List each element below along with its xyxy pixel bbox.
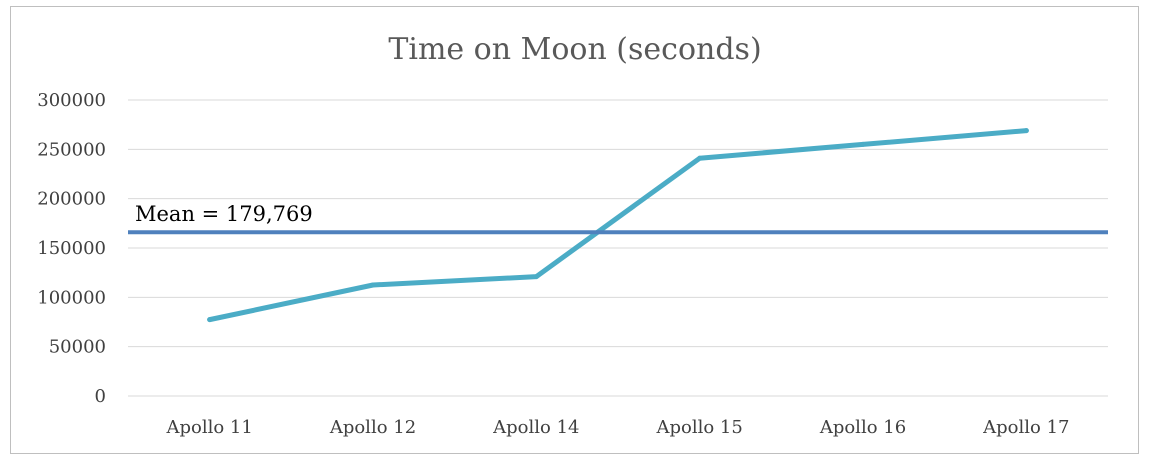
chart-title: Time on Moon (seconds) (388, 32, 761, 67)
mean-label: Mean = 179,769 (135, 202, 313, 226)
data-point (533, 274, 539, 280)
x-axis-tick-labels: Apollo 11 Apollo 12 Apollo 14 Apollo 15 Apol… (165, 417, 1069, 438)
x-tick-label: Apollo 11 (165, 417, 252, 438)
y-tick-label: 250000 (37, 139, 106, 160)
chart-frame: Time on Moon (seconds) 0 50000 100000 15000… (10, 6, 1139, 454)
x-tick-label: Apollo 15 (655, 417, 742, 438)
y-tick-label: 50000 (49, 337, 106, 358)
y-axis-tick-labels: 0 50000 100000 150000 200000 250000 300000 (37, 90, 106, 407)
data-point (1023, 128, 1029, 134)
y-tick-label: 150000 (37, 238, 106, 259)
data-point (697, 155, 703, 161)
mean-line-group: Mean = 179,769 (128, 202, 1108, 235)
x-tick-label: Apollo 17 (982, 417, 1069, 438)
gridlines (128, 99, 1108, 397)
series-layer (207, 128, 1029, 323)
data-point (860, 141, 866, 147)
y-tick-label: 100000 (37, 287, 106, 308)
x-tick-label: Apollo 16 (819, 417, 906, 438)
x-tick-label: Apollo 12 (329, 417, 416, 438)
data-point (207, 317, 213, 323)
series-line (207, 128, 1029, 323)
data-point (370, 282, 376, 288)
chart-svg: Time on Moon (seconds) 0 50000 100000 15000… (37, 32, 1108, 438)
y-tick-label: 300000 (37, 90, 106, 111)
x-tick-label: Apollo 14 (492, 417, 579, 438)
y-tick-label: 0 (95, 386, 106, 407)
y-tick-label: 200000 (37, 189, 106, 210)
